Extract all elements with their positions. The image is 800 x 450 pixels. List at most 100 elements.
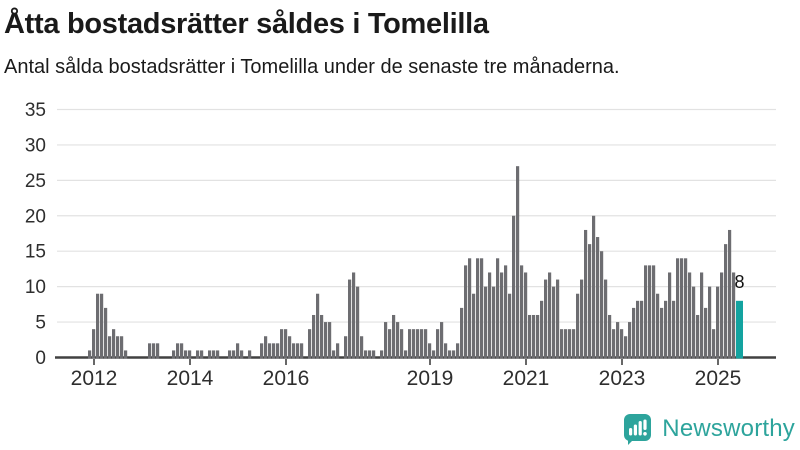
bar [108, 336, 112, 359]
highlight-value-label: 8 [734, 272, 744, 292]
bar [572, 329, 576, 359]
bar [484, 286, 488, 359]
bar [608, 314, 612, 359]
bar [420, 329, 424, 359]
bar [712, 329, 716, 359]
bar [540, 300, 544, 359]
highlight-bar [736, 300, 743, 359]
bar [700, 272, 704, 359]
bar [732, 272, 736, 359]
bar [316, 293, 320, 359]
bar [348, 279, 352, 359]
bar [504, 265, 508, 359]
bar [560, 329, 564, 359]
x-axis-label: 2021 [503, 367, 550, 390]
bar [672, 300, 676, 359]
bar [88, 350, 92, 359]
bar [396, 322, 400, 359]
bar [152, 343, 156, 359]
bar [508, 293, 512, 359]
bar [444, 343, 448, 359]
bar [372, 350, 376, 359]
bar [676, 258, 680, 359]
bar [476, 258, 480, 359]
bar [588, 244, 592, 359]
bar [260, 343, 264, 359]
bar [216, 350, 220, 359]
bar [680, 258, 684, 359]
bar [188, 350, 192, 359]
bar [616, 322, 620, 359]
bar [448, 350, 452, 359]
bar [500, 272, 504, 359]
bar [552, 286, 556, 359]
bar [196, 350, 200, 359]
bar [308, 329, 312, 359]
bar [212, 350, 216, 359]
bar [520, 265, 524, 359]
bar [356, 286, 360, 359]
bar [660, 307, 664, 359]
bar [452, 350, 456, 359]
bar [696, 314, 700, 359]
bar [524, 272, 528, 359]
bar [728, 229, 732, 359]
bar [564, 329, 568, 359]
bar [400, 329, 404, 359]
bar [384, 322, 388, 359]
bar [352, 272, 356, 359]
bar [724, 244, 728, 359]
bar [704, 307, 708, 359]
x-axis-label: 2012 [71, 367, 118, 390]
y-axis-label: 30 [25, 135, 46, 156]
brand-name: Newsworthy [662, 415, 795, 442]
bar [568, 329, 572, 359]
bar [408, 329, 412, 359]
bar [100, 293, 104, 359]
bar [404, 350, 408, 359]
bar [312, 314, 316, 359]
bar [684, 258, 688, 359]
bar [96, 293, 100, 359]
bar [328, 322, 332, 359]
bar [176, 343, 180, 359]
y-axis-label: 5 [35, 313, 46, 334]
newsworthy-logo[interactable]: Newsworthy [623, 412, 795, 446]
bar [388, 329, 392, 359]
bar [548, 272, 552, 359]
bar [644, 265, 648, 359]
bar [240, 350, 244, 359]
bar [496, 258, 500, 359]
bar [628, 322, 632, 359]
bar [460, 307, 464, 359]
bar [600, 251, 604, 359]
bar [708, 286, 712, 359]
bar [688, 272, 692, 359]
bar [272, 343, 276, 359]
bar [172, 350, 176, 359]
bar [180, 343, 184, 359]
bar [668, 272, 672, 359]
bar [440, 322, 444, 359]
bar [332, 350, 336, 359]
bar [148, 343, 152, 359]
bar [344, 336, 348, 359]
bar [648, 265, 652, 359]
page-title: Åtta bostadsrätter såldes i Tomelilla [4, 8, 489, 40]
bar [664, 300, 668, 359]
x-axis-label: 2014 [167, 367, 214, 390]
bar [464, 265, 468, 359]
bar [264, 336, 268, 359]
bar [580, 279, 584, 359]
bar [632, 307, 636, 359]
bar [512, 215, 516, 359]
bar [116, 336, 120, 359]
bar [656, 293, 660, 359]
bar [276, 343, 280, 359]
bar [416, 329, 420, 359]
bar [300, 343, 304, 359]
bar [640, 300, 644, 359]
bar [584, 229, 588, 359]
bar [592, 215, 596, 359]
bar [620, 329, 624, 359]
